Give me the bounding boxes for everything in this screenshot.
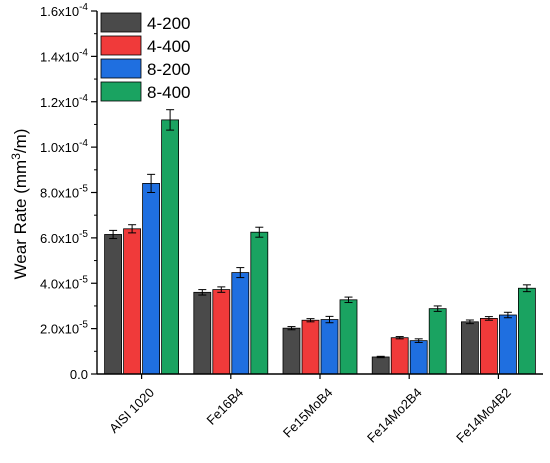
bar-4-400-fe15mob4	[301, 319, 320, 375]
bar-4-200-fe14mo2b4	[371, 356, 390, 375]
y-tick-label: 8.0x10-5	[40, 184, 88, 201]
y-tick-label: 1.4x10-4	[40, 47, 88, 64]
legend: 4-200 4-400 8-200 8-400	[100, 12, 190, 102]
bar-8-200-aisi-1020	[142, 183, 161, 375]
y-tick-label: 1.6x10-4	[40, 2, 88, 19]
y-tick-exponent: -5	[79, 274, 88, 285]
y-tick-label: 6.0x10-5	[40, 229, 88, 246]
legend-label-8-400: 8-400	[147, 83, 190, 102]
legend-swatch-8-400	[100, 81, 142, 102]
legend-swatch-4-400	[100, 35, 142, 56]
x-tick-label: AISI 1020	[106, 385, 157, 436]
bar-8-400-fe15mob4	[339, 299, 358, 375]
bar-8-400-aisi-1020	[161, 119, 180, 375]
bar-4-400-fe16b4	[212, 289, 231, 375]
y-tick-exponent: -4	[79, 47, 88, 58]
legend-label-4-200: 4-200	[147, 14, 190, 33]
bar-8-200-fe15mob4	[320, 319, 339, 375]
bar-4-400-fe14mo4b2	[479, 318, 498, 375]
y-tick-mantissa: 1.0x10	[40, 140, 79, 155]
y-tick-label: 4.0x10-5	[40, 274, 88, 291]
y-tick-mantissa: 1.2x10	[40, 95, 79, 110]
y-tick-label: 2.0x10-5	[40, 320, 88, 337]
bar-4-200-fe15mob4	[282, 327, 301, 375]
bar-8-200-fe16b4	[231, 272, 250, 375]
y-axis-title-tail: /m)	[11, 129, 30, 154]
y-tick-exponent: -4	[79, 93, 88, 104]
y-tick-mantissa: 2.0x10	[40, 322, 79, 337]
y-tick-exponent: -5	[79, 184, 88, 195]
x-tick-label: Fe16B4	[203, 385, 246, 428]
y-tick-exponent: -5	[79, 229, 88, 240]
bar-4-200-aisi-1020	[104, 234, 122, 375]
y-tick-exponent: -5	[79, 320, 88, 331]
bar-4-200-fe16b4	[193, 291, 212, 375]
bar-4-200-fe14mo4b2	[460, 321, 479, 375]
y-tick-label: 1.2x10-4	[40, 93, 88, 110]
y-tick-mantissa: 8.0x10	[40, 186, 79, 201]
y-axis-title: Wear Rate (mm3/m)	[9, 129, 30, 280]
y-axis-title-superscript: 3	[9, 153, 23, 160]
y-tick-label: 1.0x10-4	[40, 138, 88, 155]
bar-4-400-aisi-1020	[123, 228, 141, 375]
bar-4-400-fe14mo2b4	[390, 337, 409, 375]
legend-label-4-400: 4-400	[147, 37, 190, 56]
legend-swatch-4-200	[100, 12, 142, 33]
bar-8-400-fe16b4	[250, 231, 269, 375]
y-axis-title-base: Wear Rate (mm	[11, 160, 30, 280]
x-tick-label: Fe15MoB4	[280, 385, 336, 441]
y-tick-mantissa: 1.4x10	[40, 49, 79, 64]
bar-8-400-fe14mo2b4	[428, 308, 447, 375]
y-tick-mantissa: 6.0x10	[40, 231, 79, 246]
bar-8-200-fe14mo4b2	[498, 314, 517, 375]
y-tick-mantissa: 1.6x10	[40, 4, 79, 19]
x-tick-label: Fe14Mo4B2	[453, 385, 514, 446]
x-tick-label: Fe14Mo2B4	[364, 385, 425, 446]
y-tick-mantissa: 4.0x10	[40, 276, 79, 291]
legend-swatch-8-200	[100, 58, 142, 79]
y-tick-label: 0.0	[70, 367, 88, 382]
y-tick-exponent: -4	[79, 138, 88, 149]
y-tick-exponent: -4	[79, 2, 88, 13]
y-tick-mantissa: 0.0	[70, 367, 88, 382]
plot-area	[104, 109, 536, 375]
bar-8-400-fe14mo4b2	[518, 287, 536, 375]
bar-8-200-fe14mo2b4	[409, 340, 428, 375]
legend-label-8-200: 8-200	[147, 60, 190, 79]
